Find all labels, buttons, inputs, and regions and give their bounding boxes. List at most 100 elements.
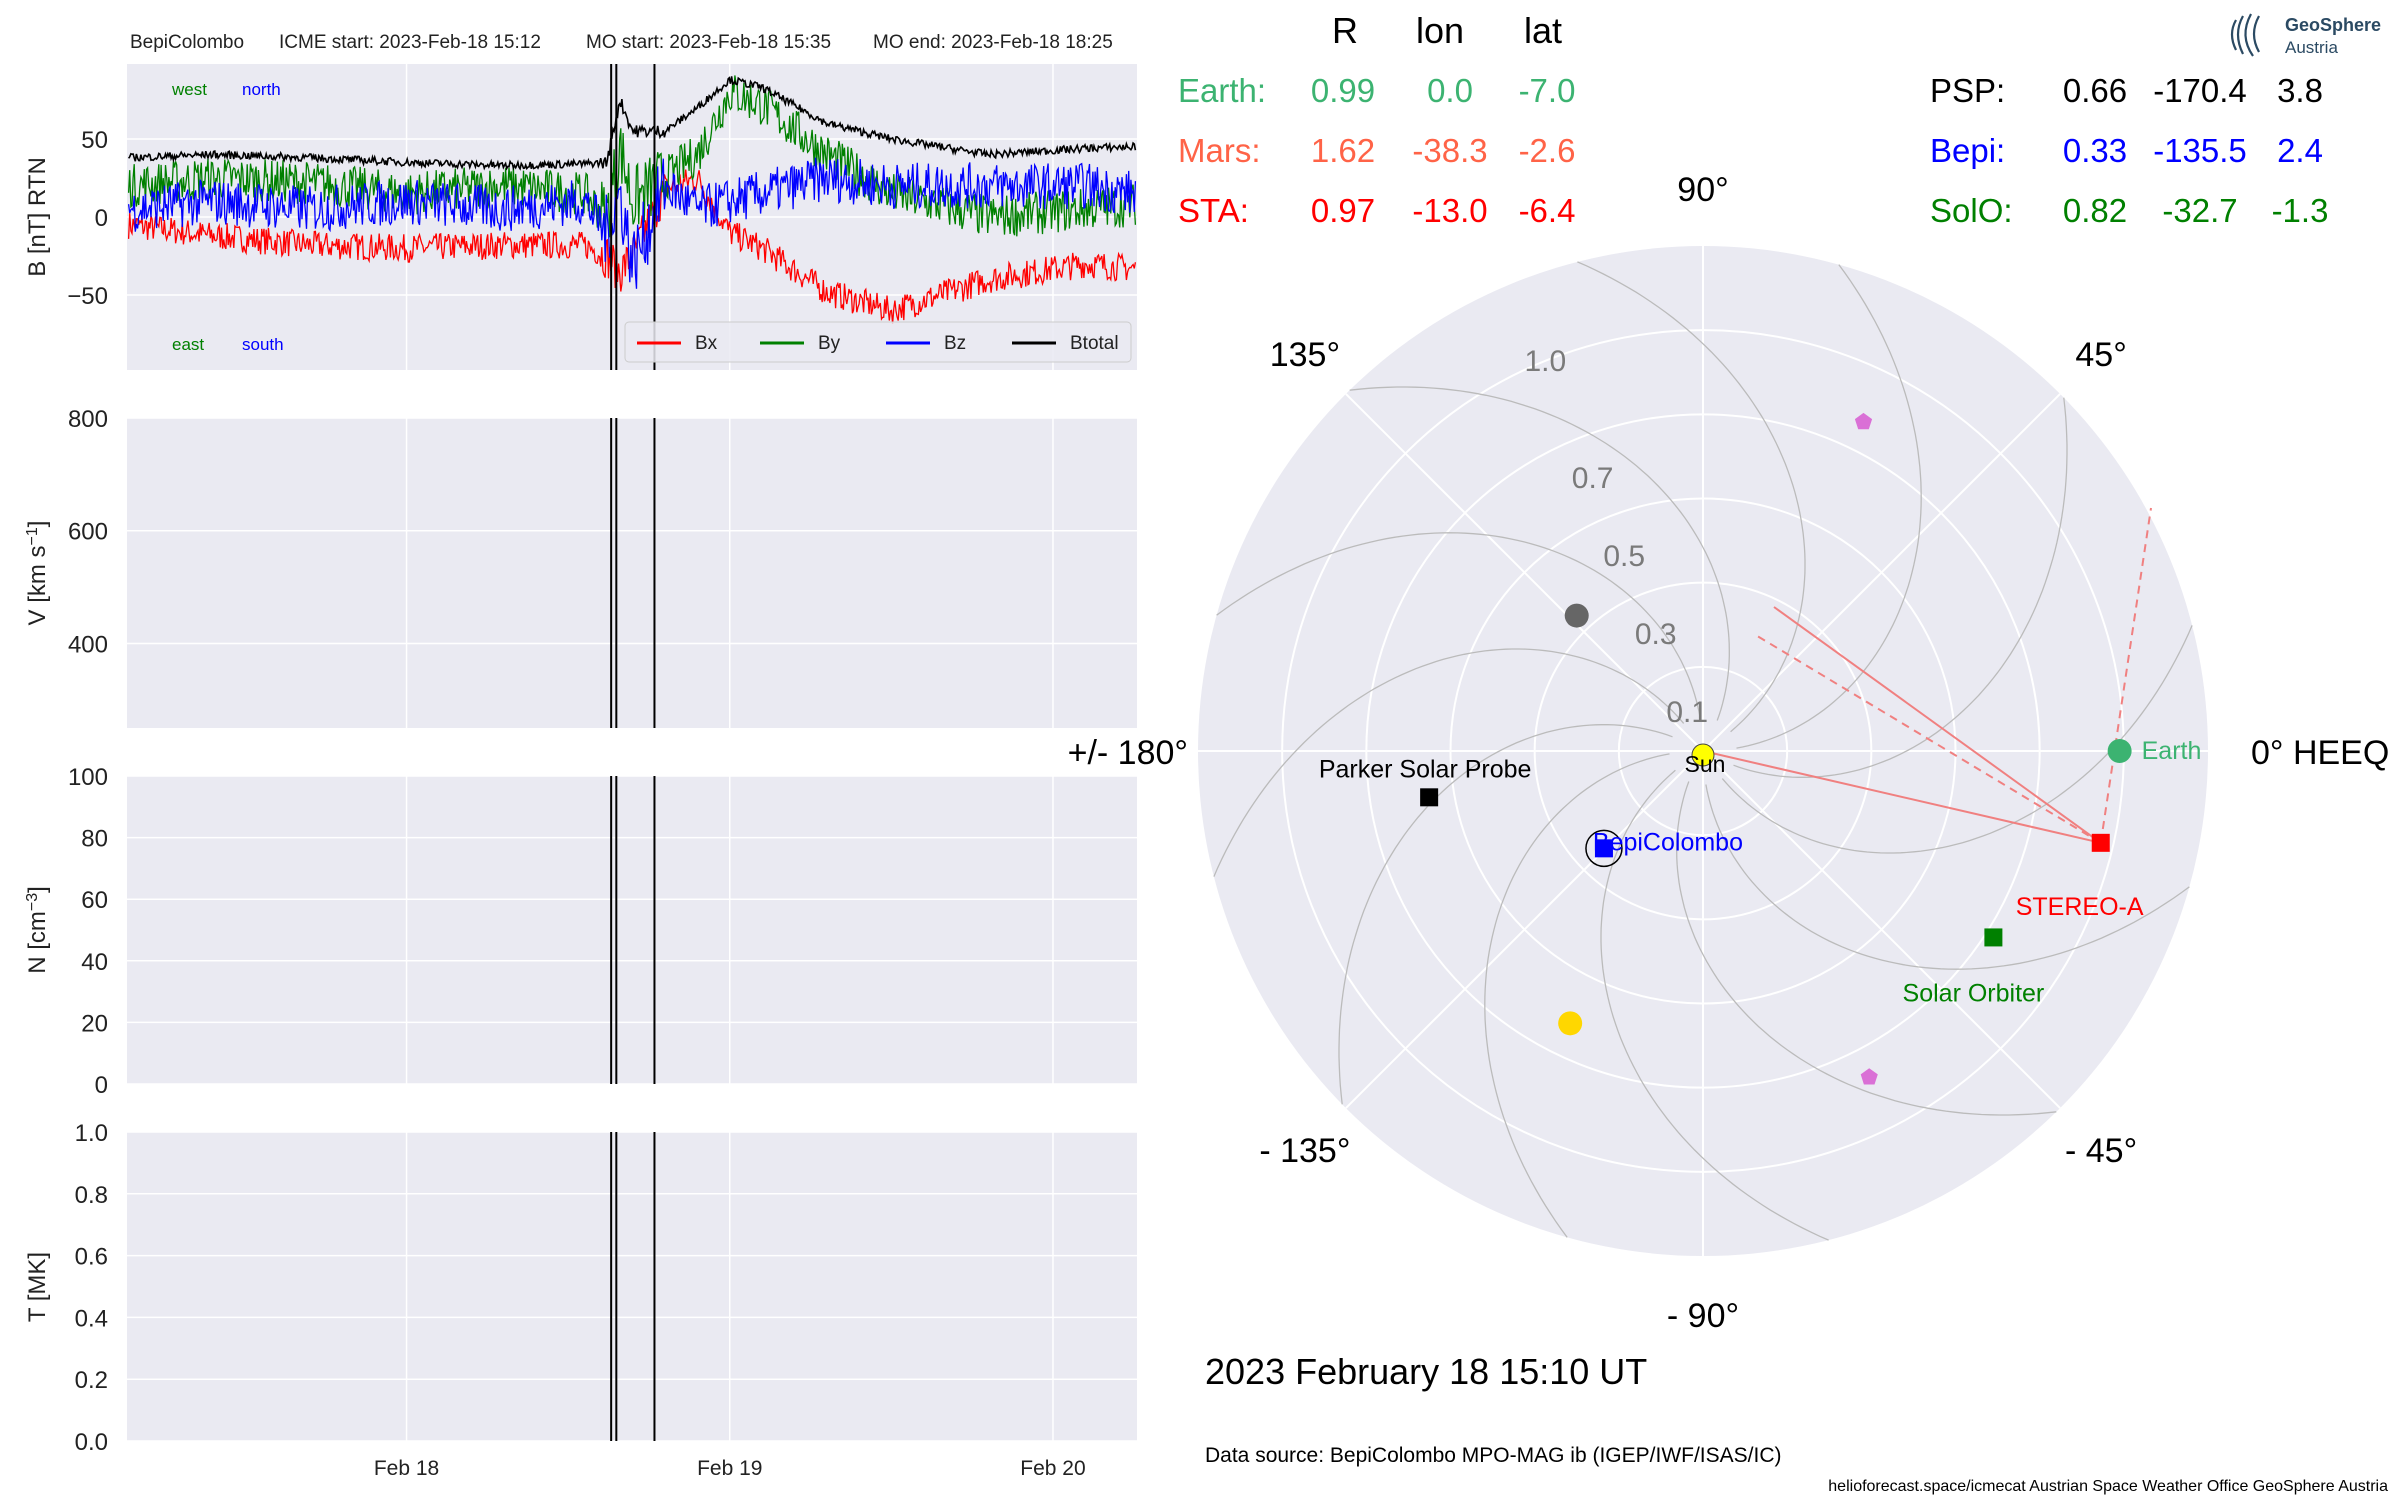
table-right-lat: 3.8: [2277, 72, 2323, 109]
table-right-name: SolO:: [1930, 192, 2013, 229]
table-right-name: Bepi:: [1930, 132, 2005, 169]
legend-label-bx: Bx: [695, 333, 718, 354]
angular-gridline: [1702, 393, 2061, 752]
table-right-r: 0.33: [2063, 132, 2127, 169]
grid-n: [127, 775, 1137, 1085]
timestamp: 2023 February 18 15:10 UT: [1205, 1351, 1647, 1392]
header-lon: lon: [1416, 10, 1464, 51]
position-table: R lon lat Earth: 0.99 0.0 -7.0 Mars: 1.62 -38.…: [1178, 10, 2328, 229]
bepicolombo-ring: [1585, 829, 1623, 868]
stereo-a-label: STEREO-A: [2016, 893, 2144, 921]
angle-label: +/- 180°: [1068, 734, 1188, 772]
angle-label: - 135°: [1259, 1132, 1350, 1170]
y-tick-label: 20: [81, 1010, 108, 1037]
angle-label: 90°: [1677, 171, 1728, 209]
logo-icon: [2230, 13, 2260, 57]
parker-solar-probe-marker: [1420, 788, 1439, 807]
credits: helioforecast.space/icmecat Austrian Spa…: [1828, 1478, 2388, 1495]
trace-bz: [127, 157, 1137, 289]
grid-b: [127, 64, 1137, 370]
west-annotation: west: [171, 80, 207, 99]
logo-stroke-1: [2230, 19, 2237, 51]
solar-orbiter-marker: [1984, 928, 2003, 947]
trace-btotal: [127, 76, 1137, 171]
logo-stroke-4: [2252, 15, 2260, 53]
table-left-r: 1.62: [1311, 132, 1375, 169]
b-legend: Bx By Bz Btotal: [624, 321, 1132, 363]
grid-t: [127, 1131, 1137, 1442]
table-left-name: STA:: [1178, 192, 1249, 229]
angle-label: 45°: [2075, 336, 2126, 374]
temperature-panel: 1.0 0.8 0.6 0.4 0.2 0.0 T [MK]: [24, 1120, 1137, 1456]
y-tick-label: −50: [67, 283, 108, 310]
planet-markers: [1558, 412, 1878, 1085]
comet-marker: [1854, 412, 1873, 430]
y-ticks-v: 800 600 400: [68, 406, 108, 658]
spacecraft-markers: Earth STEREO-A Solar Orbiter Parker Solar P…: [1319, 737, 2202, 1007]
sta-fov-dashed-line: [1753, 633, 2102, 844]
table-left-lat: -6.4: [1519, 192, 1576, 229]
table-left-lon: 0.0: [1427, 72, 1473, 109]
parker-spiral-line: [1721, 625, 2193, 854]
b-field-traces: [127, 75, 1137, 324]
magnetic-field-panel: 500−50 B [nT] RTN west north east south …: [24, 64, 1137, 370]
parker-spiral-line: [1484, 753, 1670, 1238]
earth-marker: [2107, 739, 2132, 763]
y-tick-label: 100: [68, 764, 108, 791]
event-header: BepiColombo ICME start: 2023-Feb-18 15:1…: [130, 32, 1113, 53]
table-left-lat: -2.6: [1519, 132, 1576, 169]
angular-gridline: [1702, 750, 2061, 1109]
y-tick-label: 800: [68, 406, 108, 433]
radial-tick-label: 0.5: [1603, 540, 1645, 573]
table-right-lat: 2.4: [2277, 132, 2323, 169]
radial-tick-label: 0.3: [1635, 618, 1677, 651]
x-tick-label: Feb 19: [697, 1457, 762, 1480]
parker-spirals: [1213, 261, 2193, 1241]
x-tick-label: Feb 20: [1020, 1457, 1085, 1480]
angular-gridline: [1345, 750, 1704, 1109]
sun-label: Sun: [1685, 751, 1726, 777]
legend-label-bz: Bz: [944, 333, 966, 354]
y-tick-label: 60: [81, 887, 108, 914]
table-left-lon: -13.0: [1412, 192, 1487, 229]
logo-name: GeoSphere: [2285, 15, 2381, 35]
y-ticks-t: 1.0 0.8 0.6 0.4 0.2 0.0: [75, 1120, 108, 1456]
table-right-lat: -1.3: [2272, 192, 2329, 229]
density-panel: 100 80 60 40 20 0 N [cm−3]: [24, 764, 1137, 1099]
y-tick-label: 0.6: [75, 1244, 108, 1271]
table-left-lat: -7.0: [1519, 72, 1576, 109]
logo-stroke-2: [2236, 15, 2244, 55]
spacecraft-name: BepiColombo: [130, 32, 244, 53]
x-axis-ticks: Feb 18 Feb 19 Feb 20: [374, 1457, 1086, 1480]
parker-spiral-line: [1216, 532, 1701, 718]
y-tick-label: 0.4: [75, 1305, 108, 1332]
event-lines-n: [610, 776, 656, 1084]
event-lines-t: [610, 1132, 656, 1441]
y-ticks-b: 50 0 −50: [67, 127, 108, 310]
y-tick-label: 0.0: [75, 1429, 108, 1456]
angle-label: 0° HEEQ: [2251, 734, 2389, 772]
mo-start-label: MO start: 2023-Feb-18 15:35: [586, 32, 831, 53]
y-tick-label: 0.2: [75, 1367, 108, 1394]
angle-label: - 45°: [2065, 1132, 2137, 1170]
table-right-name: PSP:: [1930, 72, 2005, 109]
radial-tick-label: 0.7: [1572, 462, 1614, 495]
logo-sub: Austria: [2285, 38, 2338, 57]
icme-start-label: ICME start: 2023-Feb-18 15:12: [279, 32, 541, 53]
table-left-r: 0.99: [1311, 72, 1375, 109]
y-tick-label: 1.0: [75, 1120, 108, 1147]
logo-stroke-3: [2244, 13, 2254, 57]
parker-spiral-line: [1600, 769, 1829, 1241]
time-series-panels: 500−50 B [nT] RTN west north east south …: [24, 64, 1137, 1480]
table-right-lon: -32.7: [2162, 192, 2237, 229]
earth-label: Earth: [2142, 737, 2202, 765]
y-label-v: V [km s−1]: [24, 521, 52, 626]
event-lines-b: [610, 64, 656, 370]
trace-by: [127, 75, 1137, 249]
header-lat: lat: [1524, 10, 1562, 51]
y-tick-label: 400: [68, 631, 108, 658]
parker-spiral-line: [1213, 648, 1685, 877]
table-left-name: Earth:: [1178, 72, 1266, 109]
stereo-a-marker: [2091, 833, 2110, 852]
parker-spiral-line: [1349, 386, 1730, 721]
